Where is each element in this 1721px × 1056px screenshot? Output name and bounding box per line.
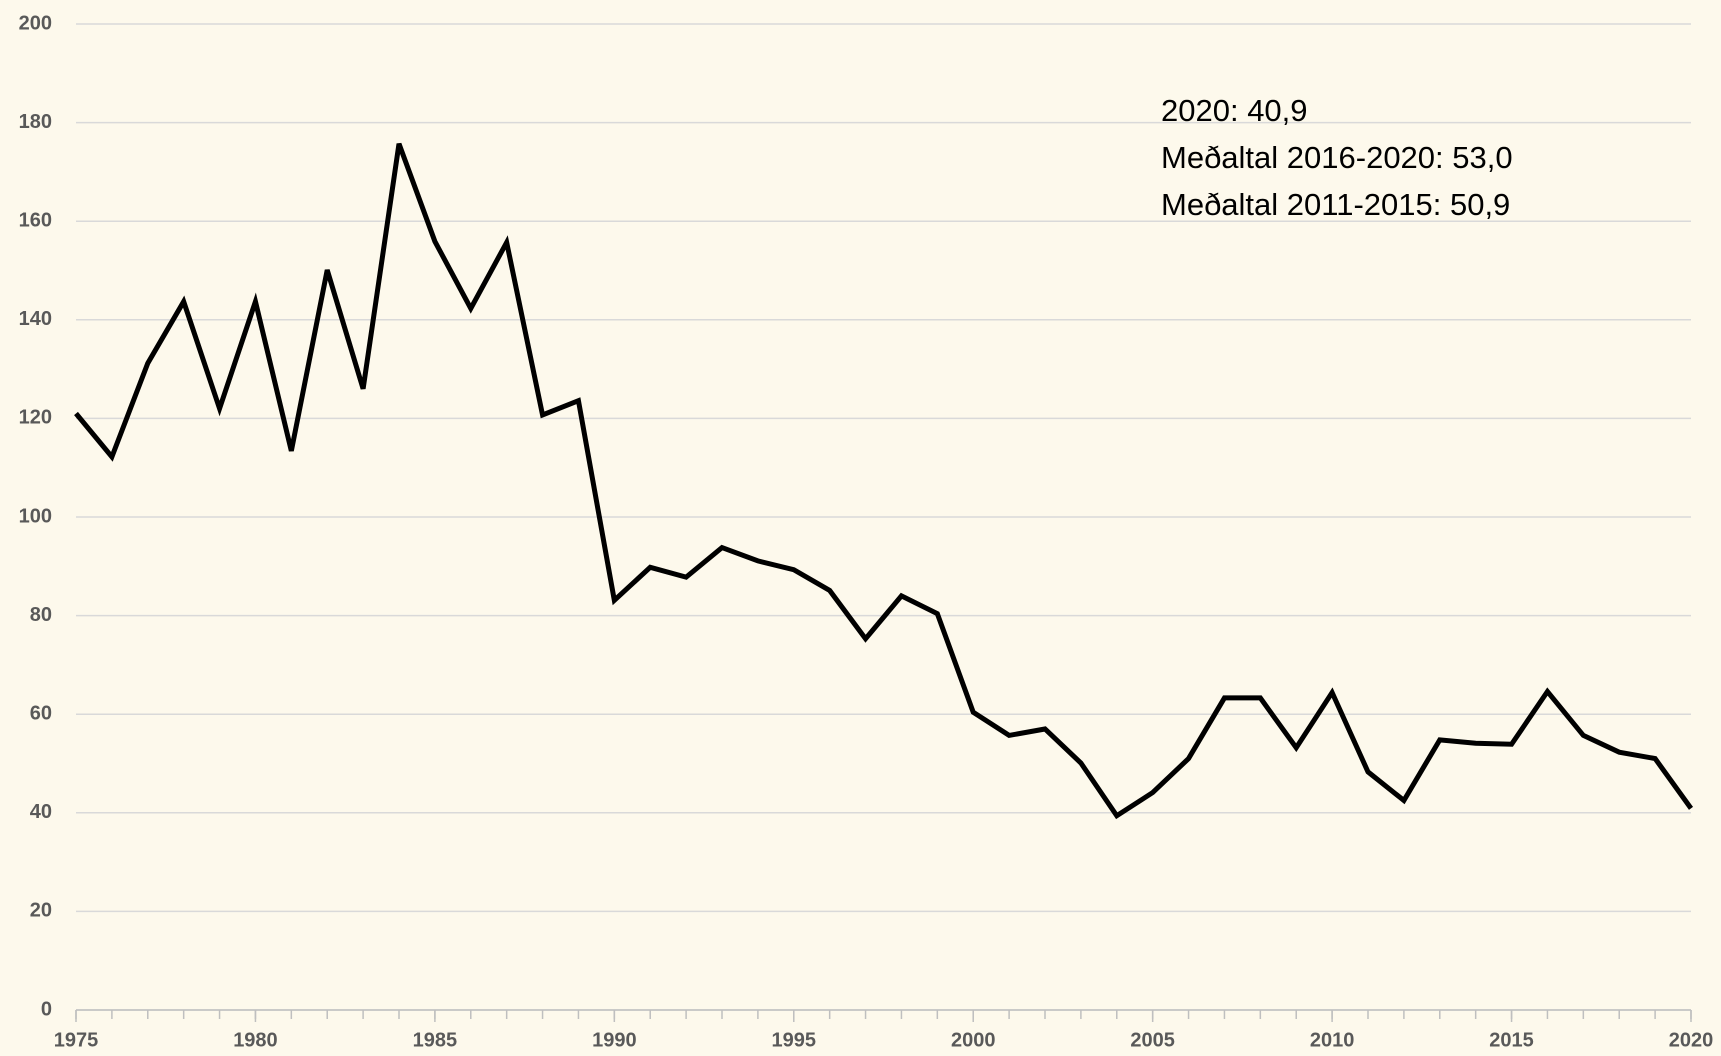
x-tick-label: 1980 bbox=[233, 1029, 278, 1051]
x-tick-label: 1975 bbox=[54, 1029, 99, 1051]
y-tick-label: 80 bbox=[30, 604, 52, 626]
y-tick-label: 140 bbox=[19, 308, 52, 330]
x-tick-label: 2020 bbox=[1669, 1029, 1714, 1051]
x-tick-label: 1995 bbox=[772, 1029, 817, 1051]
x-tick-label: 2010 bbox=[1310, 1029, 1355, 1051]
y-tick-label: 60 bbox=[30, 702, 52, 724]
x-tick-label: 2005 bbox=[1130, 1029, 1175, 1051]
y-tick-label: 0 bbox=[41, 998, 52, 1020]
y-tick-label: 160 bbox=[19, 209, 52, 231]
line bbox=[74, 142, 1694, 820]
x-tick-label: 1985 bbox=[413, 1029, 458, 1051]
y-tick-label: 40 bbox=[30, 801, 52, 823]
annotation: 2020: 40,9 bbox=[1161, 93, 1308, 128]
y-tick-label: 120 bbox=[19, 407, 52, 429]
annotation: Meðaltal 2011-2015: 50,9 bbox=[1161, 187, 1510, 222]
y-tick-label: 180 bbox=[19, 111, 52, 133]
annotation: Meðaltal 2016-2020: 53,0 bbox=[1161, 140, 1513, 175]
y-tick-label: 100 bbox=[19, 505, 52, 527]
x-tick-label: 1990 bbox=[592, 1029, 637, 1051]
x-tick-label: 2015 bbox=[1489, 1029, 1534, 1051]
y-tick-label: 200 bbox=[19, 12, 52, 34]
y-tick-label: 20 bbox=[30, 900, 52, 922]
x-tick-label: 2000 bbox=[951, 1029, 996, 1051]
